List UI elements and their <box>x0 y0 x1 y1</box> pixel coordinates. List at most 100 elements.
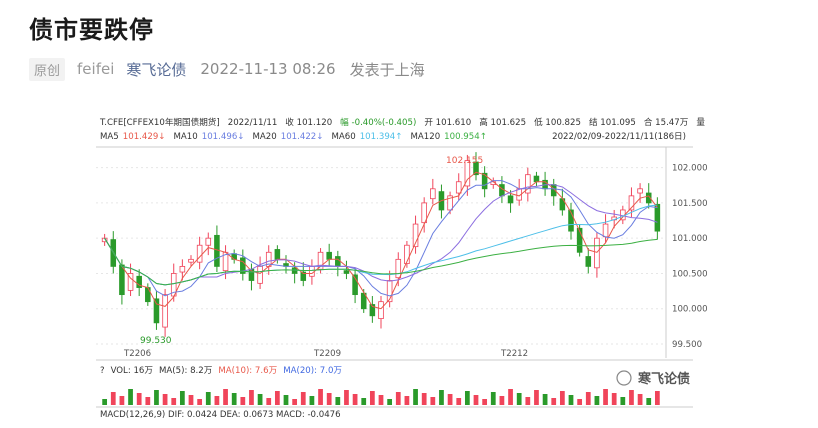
kline-chart-image: T.CFE[CFFEX10年期国债期货] 2022/11/11 收 101.120 幅… <box>96 108 724 428</box>
volume-bar <box>102 399 108 405</box>
ma-label: MA10 <box>174 132 198 142</box>
volume-bar <box>482 399 488 405</box>
candle-body <box>585 256 592 267</box>
settle-value: 结 101.095 <box>589 116 636 128</box>
candle-body <box>455 181 462 194</box>
ma-value: 101.496↓ <box>202 132 245 142</box>
ma-value: 101.429↓ <box>123 132 166 142</box>
change-value: 幅 -0.40%(-0.405) <box>340 116 416 128</box>
candle-body <box>654 203 661 232</box>
candle-body <box>335 256 341 267</box>
ma-value: 101.422↓ <box>281 132 324 142</box>
volume-bar <box>179 391 185 405</box>
volume-bar <box>162 394 168 405</box>
candle-body <box>412 223 419 248</box>
candle-body <box>447 195 453 211</box>
ma-value: 100.954↑ <box>444 132 487 142</box>
publish-date: 2022-11-13 08:26 <box>200 60 336 78</box>
volume-bar <box>257 394 263 405</box>
candle-body <box>568 209 574 232</box>
volume-bar <box>559 391 565 405</box>
volume-bar <box>594 396 600 405</box>
vol-ma20: MA(20): 7.0万 <box>283 366 342 376</box>
candle-body <box>300 271 307 281</box>
volume-bar <box>292 399 298 405</box>
candle-body <box>576 227 583 253</box>
candle-body <box>473 161 479 176</box>
candle-body <box>481 172 488 190</box>
author-name[interactable]: feifei <box>77 60 115 78</box>
volume-bar <box>318 389 323 405</box>
volume-bar <box>171 398 177 405</box>
high-value: 高 101.625 <box>479 116 526 128</box>
candle-body <box>645 192 652 204</box>
volume-bar <box>110 392 116 405</box>
ma-line <box>104 184 658 286</box>
volume-bar <box>335 397 341 405</box>
volume-bar <box>223 389 228 405</box>
volume-bar <box>266 398 272 405</box>
y-tick-label: 100.500 <box>672 269 708 279</box>
vol-help-icon: ? <box>100 366 105 376</box>
volume-bar <box>646 398 652 405</box>
article-title: 债市要跌停 <box>29 16 154 44</box>
y-tick-label: 101.000 <box>672 234 708 244</box>
candle-body <box>507 195 514 204</box>
candle-body <box>525 174 531 194</box>
volume-bar <box>274 391 280 405</box>
volume-bar <box>464 391 470 405</box>
volume-bar <box>128 389 133 405</box>
volume-bar <box>542 394 548 405</box>
volume-bar <box>525 397 531 405</box>
original-badge: 原创 <box>29 57 66 81</box>
volume-bar <box>534 390 539 405</box>
vol-value: VOL: 16万 <box>111 366 154 376</box>
article-meta: 原创 feifei 寒飞论债 2022-11-13 08:26 发表于上海 <box>29 57 425 81</box>
candle-body <box>127 273 134 291</box>
volume-bar <box>395 392 401 405</box>
y-tick-label: 99.500 <box>672 340 702 350</box>
volume-bar <box>369 391 375 405</box>
volume-bar <box>637 394 643 405</box>
volume-bar <box>430 397 436 405</box>
candle-body <box>309 265 315 277</box>
y-tick-label: 100.000 <box>672 305 708 315</box>
x-tick-label: T2209 <box>313 349 341 359</box>
watermark-text: 寒飞论债 <box>637 371 690 387</box>
y-tick-label: 102.000 <box>672 164 708 174</box>
account-link[interactable]: 寒飞论债 <box>126 60 187 79</box>
volume-bar <box>413 389 418 405</box>
volume-bar <box>188 395 194 405</box>
wechat-logo-icon <box>616 370 632 386</box>
ma-label: MA5 <box>100 132 119 142</box>
open-value: 开 101.610 <box>424 117 471 128</box>
volume-bar <box>473 395 479 405</box>
volume-bar <box>145 397 151 405</box>
volume-bar <box>326 393 332 405</box>
ma-line <box>104 237 658 286</box>
candle-body <box>257 265 263 284</box>
close-value: 收 101.120 <box>285 116 332 128</box>
volume-bar <box>421 393 427 405</box>
ma-line <box>104 171 658 310</box>
volume-bar <box>456 398 462 405</box>
volume-bar <box>136 393 142 405</box>
candle-body <box>404 244 410 264</box>
ma-line <box>104 180 658 297</box>
candle-body <box>326 251 332 260</box>
candle-body <box>386 280 393 303</box>
candle-body <box>136 275 142 288</box>
volume-bar <box>119 396 125 405</box>
candle-body <box>179 265 186 273</box>
candle-body <box>637 188 643 194</box>
volume-bar <box>231 393 237 405</box>
volume-bar <box>240 397 246 405</box>
candle-body <box>430 188 436 200</box>
candle-body <box>343 270 350 274</box>
volume-bar <box>378 395 384 405</box>
candle-body <box>594 237 600 269</box>
volume-bar <box>300 392 306 405</box>
volume-bar <box>499 396 505 405</box>
ma-value: 101.394↑ <box>360 132 403 142</box>
volume-bar <box>577 399 583 405</box>
